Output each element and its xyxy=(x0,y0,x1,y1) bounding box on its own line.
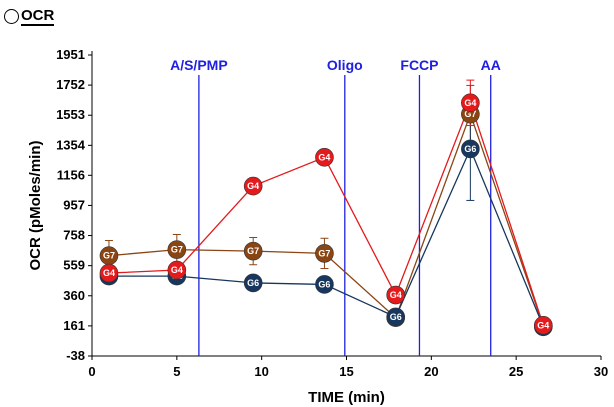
data-point xyxy=(534,315,553,335)
data-point xyxy=(315,244,334,263)
data-point xyxy=(386,307,406,327)
data-point-label: G4 xyxy=(318,152,330,162)
data-point xyxy=(243,241,263,261)
data-point-label: G4 xyxy=(464,98,476,108)
injection-label: A/S/PMP xyxy=(170,57,228,73)
data-point xyxy=(167,260,187,280)
data-point xyxy=(243,273,263,293)
data-point xyxy=(99,263,119,283)
data-point-label: G4 xyxy=(103,268,115,278)
x-axis-label: TIME (min) xyxy=(308,389,385,406)
y-tick-label: 1156 xyxy=(57,167,85,182)
y-tick-label: 1354 xyxy=(56,137,86,152)
data-point-label: G6 xyxy=(318,279,330,289)
y-tick-label: -38 xyxy=(66,348,85,363)
chart-title: OCR xyxy=(21,6,55,26)
radio-button[interactable] xyxy=(4,8,19,24)
injection-label: Oligo xyxy=(327,57,363,73)
injection-label: AA xyxy=(481,57,501,73)
y-tick-label: 957 xyxy=(63,197,85,212)
x-tick-label: 10 xyxy=(254,364,268,379)
injection-label: FCCP xyxy=(400,57,438,73)
data-point xyxy=(461,139,480,159)
data-point-label: G4 xyxy=(537,320,549,330)
y-axis-label: OCR (pMoles/min) xyxy=(27,140,44,270)
data-point xyxy=(243,176,263,196)
data-point-label: G4 xyxy=(171,265,183,275)
x-tick-label: 5 xyxy=(173,364,180,379)
data-point xyxy=(167,240,187,259)
data-point xyxy=(315,275,334,294)
data-point-label: G6 xyxy=(247,278,259,288)
y-tick-label: 161 xyxy=(63,318,85,333)
x-tick-label: 25 xyxy=(509,364,523,379)
chart-header: OCR xyxy=(4,4,55,28)
data-point-label: G7 xyxy=(464,109,476,119)
y-tick-label: 360 xyxy=(63,288,85,303)
x-tick-label: 0 xyxy=(88,364,95,379)
x-tick-label: 30 xyxy=(594,364,608,379)
data-point-label: G7 xyxy=(103,251,115,261)
data-point-label: G4 xyxy=(390,290,402,300)
data-point-label: G7 xyxy=(247,246,259,256)
data-point xyxy=(461,93,480,113)
x-tick-label: 15 xyxy=(339,364,353,379)
data-point-label: G6 xyxy=(464,144,476,154)
data-point xyxy=(386,285,406,305)
data-point-label: G4 xyxy=(247,181,259,191)
y-tick-label: 1752 xyxy=(56,77,85,92)
y-tick-label: 1951 xyxy=(56,47,85,62)
data-point-label: G6 xyxy=(390,312,402,322)
y-tick-label: 559 xyxy=(63,258,85,273)
data-point-label: G7 xyxy=(171,245,183,255)
data-point-label: G7 xyxy=(318,248,330,258)
y-tick-label: 758 xyxy=(63,228,85,243)
y-tick-label: 1553 xyxy=(56,107,85,122)
data-point xyxy=(315,148,334,167)
x-tick-label: 20 xyxy=(424,364,438,379)
